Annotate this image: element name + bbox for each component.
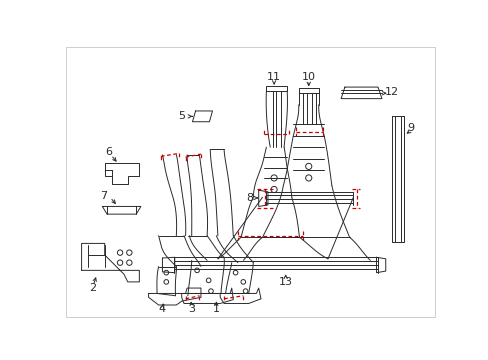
Text: 12: 12 <box>384 87 398 97</box>
Text: 13: 13 <box>278 277 292 287</box>
Text: 4: 4 <box>159 304 165 314</box>
Text: 7: 7 <box>100 191 107 201</box>
Text: 6: 6 <box>105 147 112 157</box>
Text: 2: 2 <box>89 283 97 293</box>
Text: 10: 10 <box>301 72 315 82</box>
Text: 8: 8 <box>245 193 252 203</box>
Text: 1: 1 <box>212 304 220 314</box>
Text: 5: 5 <box>178 111 185 121</box>
Text: 3: 3 <box>188 304 195 314</box>
Text: 9: 9 <box>407 123 414 133</box>
Text: 11: 11 <box>266 72 281 82</box>
